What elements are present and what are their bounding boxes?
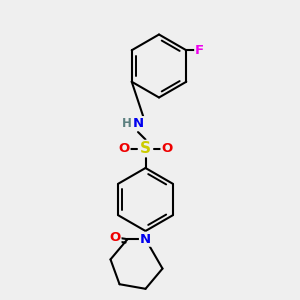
Text: H: H: [122, 117, 132, 130]
Text: N: N: [133, 117, 144, 130]
Text: O: O: [161, 142, 173, 155]
Text: S: S: [140, 141, 151, 156]
Text: N: N: [140, 233, 151, 246]
Text: F: F: [195, 44, 204, 57]
Text: O: O: [109, 231, 121, 244]
Text: O: O: [118, 142, 130, 155]
